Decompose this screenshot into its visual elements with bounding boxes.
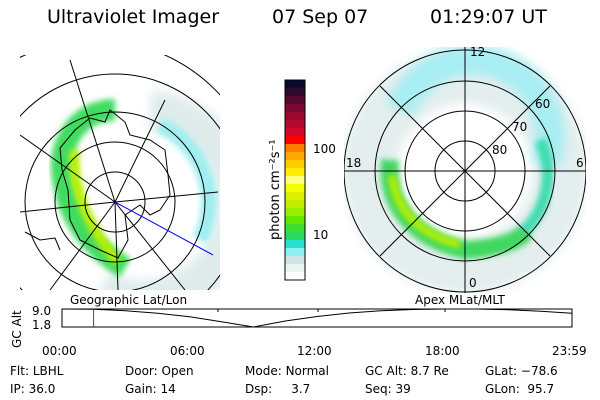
colorbar-swatch (285, 160, 305, 169)
altitude-timeline (61, 308, 573, 328)
info-gain: Gain: 14 (125, 382, 176, 396)
mlt-label-0: 0 (469, 276, 477, 290)
colorbar-tick-10: 10 (313, 228, 329, 242)
colorbar-frame (284, 79, 306, 281)
timeline-ytick-max: 9.0 (32, 304, 52, 318)
colorbar-swatch (285, 88, 305, 97)
colorbar-swatch (285, 224, 305, 233)
colorbar-tick-100: 100 (313, 142, 336, 156)
colorbar-swatch (285, 104, 305, 113)
info-door: Door: Open (125, 364, 194, 378)
colorbar-swatch (285, 184, 305, 193)
mlt-label-18: 18 (346, 156, 362, 170)
colorbar-swatch (285, 192, 305, 201)
timeline-ytick-min: 1.8 (32, 318, 52, 332)
colorbar-swatch (285, 208, 305, 217)
timeline-xtick: 12:00 (297, 344, 332, 358)
info-glon: GLon: 95.7 (485, 382, 555, 396)
colorbar-swatch (285, 120, 305, 129)
colorbar-swatch (285, 264, 305, 273)
mlat-mlt-grid (344, 47, 586, 293)
date-label: 07 Sep 07 (272, 6, 369, 28)
info-ip: IP: 36.0 (10, 382, 56, 396)
colorbar-swatch (285, 136, 305, 145)
colorbar-swatch (285, 240, 305, 249)
info-dsp: Dsp: 3.7 (245, 382, 311, 396)
info-mode: Mode: Normal (245, 364, 329, 378)
info-gc-alt: GC Alt: 8.7 Re (365, 364, 449, 378)
colorbar-swatch (285, 128, 305, 137)
colorbar-label: photon cm⁻²s⁻¹ (268, 139, 283, 240)
colorbar (285, 80, 305, 281)
info-filter: Flt: LBHL (10, 364, 64, 378)
colorbar-swatch (285, 144, 305, 153)
colorbar-swatch (285, 168, 305, 177)
colorbar-swatch (285, 248, 305, 257)
info-glat: GLat: −78.6 (485, 364, 558, 378)
colorbar-swatch (285, 256, 305, 265)
mlt-label-6: 6 (576, 156, 584, 170)
timeline-xtick: 23:59 (552, 344, 587, 358)
colorbar-swatch (285, 216, 305, 225)
timeline-ylabel: GC Alt (10, 310, 24, 348)
colorbar-swatch (285, 200, 305, 209)
mlt-label-12: 12 (470, 45, 486, 59)
colorbar-swatch (285, 80, 305, 89)
colorbar-swatch (285, 112, 305, 121)
geographic-plot-label: Geographic Lat/Lon (70, 293, 188, 307)
apex-plot-label: Apex MLat/MLT (415, 293, 505, 307)
lat-label-70: 70 (512, 120, 528, 134)
colorbar-swatch (285, 152, 305, 161)
lat-label-60: 60 (535, 97, 551, 111)
instrument-title: Ultraviolet Imager (47, 6, 220, 28)
time-label: 01:29:07 UT (430, 6, 547, 28)
timeline-xtick: 06:00 (170, 344, 205, 358)
colorbar-swatch (285, 232, 305, 241)
geographic-plot (20, 55, 220, 290)
lat-label-80: 80 (492, 143, 508, 157)
lat-lon-grid (20, 55, 220, 290)
timeline-xtick: 18:00 (425, 344, 460, 358)
altitude-curve (61, 308, 573, 328)
apex-plot (344, 47, 586, 293)
colorbar-swatch (285, 176, 305, 185)
sun-direction-line (114, 201, 214, 256)
colorbar-swatch (285, 96, 305, 105)
info-seq: Seq: 39 (365, 382, 411, 396)
colorbar-swatch (285, 272, 305, 281)
timeline-xtick: 00:00 (42, 344, 77, 358)
